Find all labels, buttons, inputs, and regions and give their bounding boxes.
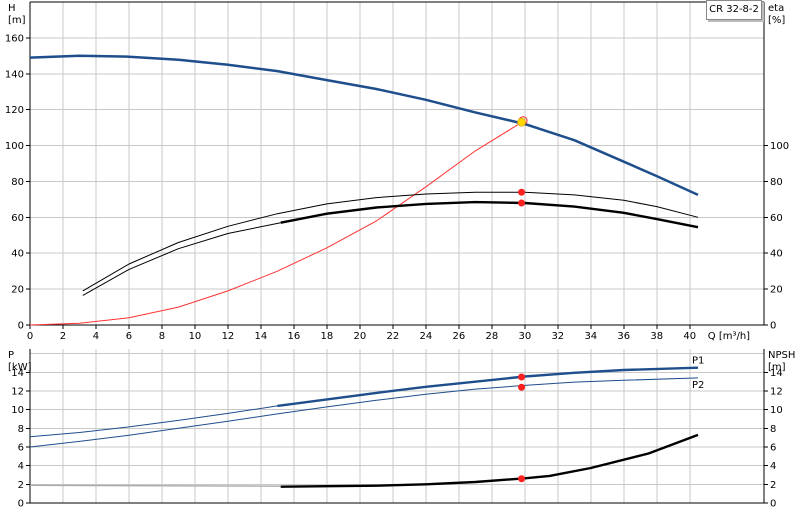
x-tick-label: 38	[650, 331, 663, 342]
series-curve_lower_thick-line	[280, 200, 699, 229]
series-npsh-line	[280, 433, 699, 488]
x-tick-label: 0	[27, 331, 33, 342]
left-tick-label: 120	[5, 105, 24, 116]
model-label: CR 32-8-2	[709, 4, 759, 15]
duty-point-head-marker	[517, 117, 526, 127]
series-curve_lower_thin-line	[82, 222, 281, 296]
right-tick-label: 80	[770, 177, 783, 188]
x-tick-label: 32	[551, 331, 564, 342]
right-axis-label: NPSH	[768, 350, 795, 361]
series-npsh_thin-line	[29, 484, 281, 487]
series-p1-thick-line	[277, 366, 699, 408]
right-tick-label: 100	[770, 141, 789, 152]
left-axis-label: H	[8, 3, 16, 14]
left-tick-label: 2	[18, 480, 24, 491]
x-tick-label: 12	[222, 331, 235, 342]
right-tick-label: 20	[770, 285, 783, 296]
x-tick-label: 16	[288, 331, 301, 342]
left-tick-label: 80	[11, 177, 24, 188]
x-tick-label: 18	[321, 331, 334, 342]
right-tick-label: 40	[770, 249, 783, 260]
x-tick-label: 20	[354, 331, 367, 342]
right-tick-label: 0	[770, 499, 776, 510]
series-label-p1: P1	[692, 356, 704, 367]
power-npsh-panel: 0 2 4 6 8 10 12 14 0 2 4 6 8 10 12 14 P[kW] NPSH[m] P1 P2	[8, 349, 795, 510]
duty-point-marker	[518, 188, 526, 196]
x-tick-label: 8	[159, 331, 165, 342]
right-tick-label: 2	[770, 480, 776, 491]
left-axis-label: P	[8, 350, 14, 361]
right-tick-label: 0	[770, 321, 776, 332]
duty-point-marker	[518, 383, 526, 391]
x-tick-label: 34	[584, 331, 597, 342]
left-tick-label: 6	[18, 443, 24, 454]
x-tick-label: 26	[452, 331, 465, 342]
right-axis-label: [m]	[768, 362, 786, 373]
duty-point-marker	[518, 199, 526, 207]
x-tick-label: 36	[617, 331, 630, 342]
x-tick-label: 6	[126, 331, 132, 342]
x-tick-label: 4	[93, 331, 99, 342]
x-tick-label: 30	[518, 331, 531, 342]
left-tick-label: 14	[11, 368, 24, 379]
x-axis-label: Q [m³/h]	[708, 331, 750, 342]
right-tick-label: 14	[770, 368, 783, 379]
duty-point-marker	[518, 475, 526, 483]
left-tick-label: 20	[11, 285, 24, 296]
left-tick-label: 100	[5, 141, 24, 152]
left-tick-label: 4	[18, 461, 24, 472]
right-tick-label: 12	[770, 387, 783, 398]
series-curve_upper-line	[82, 191, 699, 292]
left-tick-label: 12	[11, 387, 24, 398]
left-axis-label: [kW]	[8, 362, 32, 373]
model-label-box: CR 32-8-2	[706, 0, 762, 20]
series-label-p2: P2	[692, 380, 704, 391]
x-tick-label: 14	[255, 331, 268, 342]
right-tick-label: 8	[770, 424, 776, 435]
series-head-line	[29, 54, 699, 197]
right-axis-label: [%]	[768, 15, 785, 26]
x-tick-label: 2	[60, 331, 66, 342]
left-tick-label: 60	[11, 213, 24, 224]
left-tick-label: 40	[11, 249, 24, 260]
right-axis-label: eta	[768, 3, 784, 14]
right-tick-label: 10	[770, 405, 783, 416]
left-tick-label: 160	[5, 33, 24, 44]
head-efficiency-panel: 020406080100120140160020406080100H[m]eta…	[5, 1, 789, 342]
right-tick-label: 6	[770, 443, 776, 454]
x-tick-label: 10	[189, 331, 202, 342]
left-tick-label: 10	[11, 405, 24, 416]
right-tick-label: 60	[770, 213, 783, 224]
left-tick-label: 0	[18, 321, 24, 332]
duty-point-marker	[518, 373, 526, 381]
left-tick-label: 8	[18, 424, 24, 435]
left-axis-label: [m]	[8, 15, 26, 26]
x-tick-label: 28	[485, 331, 498, 342]
right-tick-label: 4	[770, 461, 776, 472]
series-eta_line-line	[29, 119, 526, 326]
x-tick-label: 22	[387, 331, 400, 342]
x-tick-label: 24	[419, 331, 432, 342]
left-tick-label: 140	[5, 69, 24, 80]
x-tick-label: 40	[683, 331, 696, 342]
left-tick-label: 0	[18, 499, 24, 510]
series-p2-line	[29, 377, 699, 448]
